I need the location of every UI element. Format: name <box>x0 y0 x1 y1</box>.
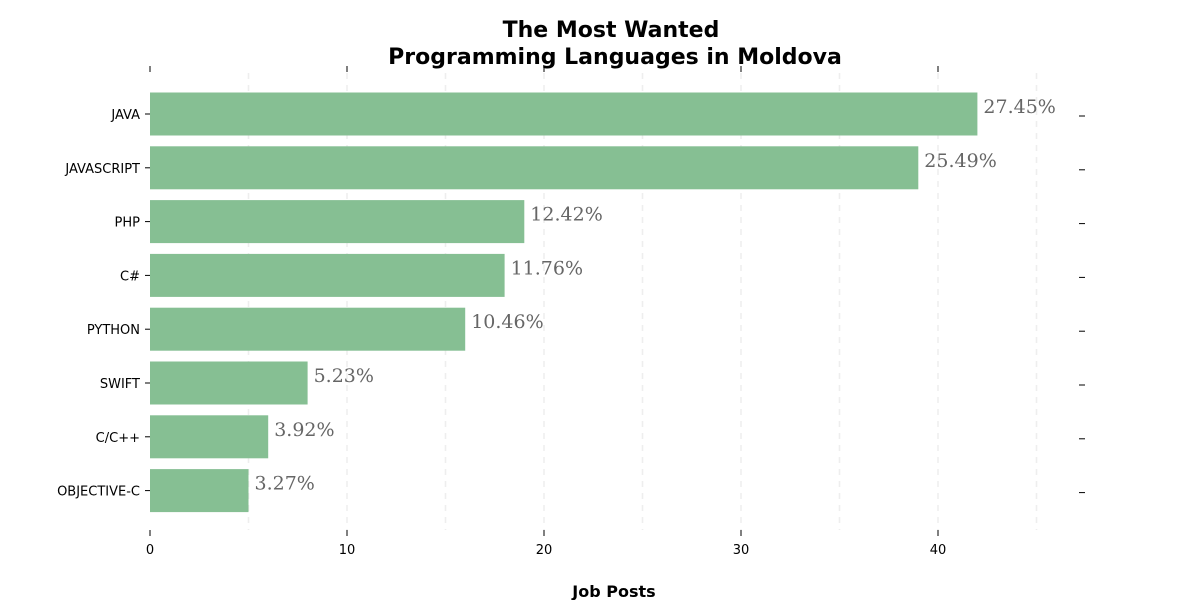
y-tick-label: PHP <box>115 216 141 231</box>
y-tick-label: C/C++ <box>96 431 140 446</box>
x-axis: 0 10 20 30 40 <box>146 66 946 558</box>
bar-value-label: 5.23% <box>314 365 374 387</box>
bar-value-label: 3.27% <box>255 473 315 495</box>
x-tick-label: 20 <box>536 543 553 558</box>
bar-value-label: 11.76% <box>511 257 583 279</box>
bar-value-label: 10.46% <box>471 311 543 333</box>
y-tick-label: SWIFT <box>100 377 140 392</box>
x-axis-label: Job Posts <box>571 582 655 600</box>
bar <box>150 415 269 459</box>
bar <box>150 307 466 351</box>
bar-value-label: 25.49% <box>924 150 996 172</box>
bar <box>150 469 249 513</box>
y-tick-label: JAVASCRIPT <box>64 162 140 177</box>
x-tick-label: 10 <box>339 543 356 558</box>
bar <box>150 253 505 297</box>
y-tick-label: PYTHON <box>87 323 140 338</box>
x-tick-label: 40 <box>930 543 947 558</box>
bar <box>150 200 525 244</box>
y-tick-label: OBJECTIVE-C <box>57 485 140 500</box>
y-tick-label: C# <box>120 269 140 284</box>
bars <box>150 92 978 513</box>
chart-title-line-2: Programming Languages in Moldova <box>388 45 842 70</box>
bar <box>150 146 919 190</box>
bar <box>150 361 308 405</box>
x-tick-label: 30 <box>733 543 750 558</box>
bar <box>150 92 978 136</box>
bar-value-label: 12.42% <box>530 204 602 226</box>
grid-lines <box>247 73 1038 530</box>
bar-value-label: 27.45% <box>983 96 1055 118</box>
bar-value-label: 3.92% <box>274 419 334 441</box>
y-tick-label: JAVA <box>110 108 140 123</box>
value-labels: 27.45% 25.49% 12.42% 11.76% 10.46% 5.23% 3.92%… <box>255 96 1056 495</box>
y-axis: JAVA JAVASCRIPT PHP C# PYTHON SWIFT C/C++ OBJEC… <box>57 108 1085 500</box>
chart-title-line-1: The Most Wanted <box>503 18 720 43</box>
x-tick-label: 0 <box>146 543 154 558</box>
